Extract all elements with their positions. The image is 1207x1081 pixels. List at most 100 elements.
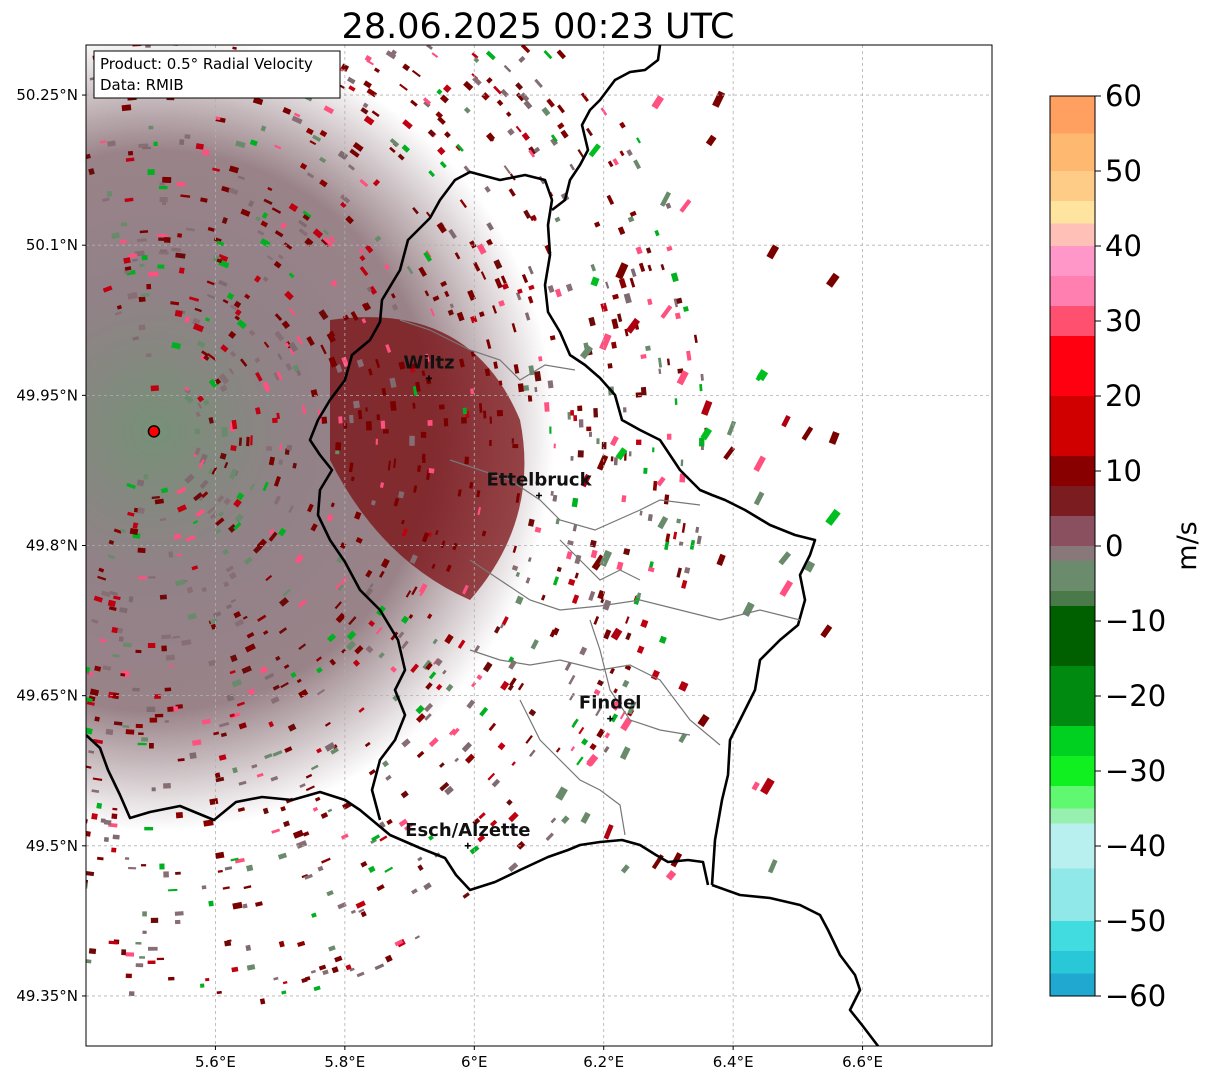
radar-gate (215, 851, 225, 859)
radar-gate (586, 753, 599, 767)
radar-gate (484, 368, 491, 377)
city-marker (425, 375, 432, 382)
radar-gate (368, 285, 378, 295)
radar-gate (359, 178, 369, 188)
radar-gate (448, 228, 457, 240)
radar-gate (524, 312, 531, 321)
radar-gate (203, 354, 210, 361)
radar-gate (369, 583, 374, 588)
radar-gate (590, 263, 597, 272)
radar-gate (569, 163, 576, 171)
radar-gate (665, 202, 672, 210)
radar-gate (229, 350, 237, 358)
radar-gate (201, 718, 211, 725)
radar-gate (287, 723, 297, 732)
radar-gate (203, 819, 214, 827)
radar-gate (666, 358, 671, 366)
radar-gate (106, 190, 113, 197)
radar-gate (579, 344, 594, 360)
radar-gate (461, 741, 473, 753)
radar-gate (145, 12, 151, 17)
radar-gate (76, 886, 82, 890)
colorbar-bands (1050, 96, 1095, 997)
radar-gate (238, 437, 243, 446)
radar-gate (127, 150, 134, 156)
radar-gate (500, 680, 510, 691)
radar-gate (432, 638, 438, 645)
city-labels: Wiltz Ettelbruck Findel Esch/Alzette (403, 352, 641, 849)
radar-gate (267, 186, 273, 192)
radar-gate (627, 700, 637, 715)
radar-gate (28, 968, 34, 972)
radar-gate (555, 786, 568, 801)
radar-gate (418, 266, 427, 277)
radar-gate (321, 416, 328, 424)
radar-gate (137, 742, 147, 746)
radar-gate (265, 574, 273, 582)
radar-gate (2, 835, 9, 841)
radar-gate (380, 420, 386, 429)
radar-gate (528, 365, 535, 376)
radar-gate (508, 811, 519, 823)
colorbar-band (1050, 396, 1095, 457)
radar-gate (517, 383, 525, 393)
radar-gate (619, 121, 626, 129)
radar-gate (246, 632, 255, 639)
radar-gate (557, 122, 565, 130)
radar-gate (19, 890, 25, 894)
radar-gate (339, 576, 348, 587)
radar-gate (428, 468, 435, 474)
radar-gate (274, 330, 285, 342)
radar-gate (189, 752, 197, 759)
radar-gate (695, 526, 700, 533)
radar-gate (176, 486, 187, 495)
radar-gate (99, 638, 107, 643)
radar-gate (452, 542, 458, 551)
radar-gate (88, 750, 95, 754)
radar-gate (197, 495, 204, 502)
radar-gate (168, 551, 174, 558)
radar-gate (417, 465, 422, 473)
radar-gate (499, 623, 505, 629)
radar-gate (111, 626, 118, 634)
lat-tick-label: 49.95°N (16, 386, 78, 404)
radar-gate (699, 383, 703, 392)
radar-gate (421, 453, 426, 460)
radar-gate (471, 681, 477, 688)
radar-gate (120, 528, 126, 534)
colorbar-band (1050, 133, 1095, 172)
radar-gate (148, 946, 158, 951)
radar-gate (128, 866, 137, 870)
radar-gate (174, 911, 184, 916)
radar-gate (360, 910, 367, 918)
radar-gate (358, 248, 365, 255)
radar-gate (360, 861, 368, 868)
radar-gate (2, 13, 8, 18)
radar-gate (125, 157, 135, 162)
radar-gate (501, 616, 509, 626)
radar-gate (230, 304, 238, 311)
radar-gate (401, 144, 411, 153)
radar-gate (397, 631, 405, 639)
radar-gate (472, 76, 482, 86)
radar-gate (288, 308, 296, 316)
radar-gate (86, 700, 95, 706)
radar-gate (429, 308, 435, 317)
radar-gate (98, 6, 107, 10)
radar-gate (91, 618, 99, 624)
radar-gate (301, 873, 309, 879)
radar-gate (49, 898, 57, 903)
colorbar-tick-label: 30 (1105, 304, 1142, 338)
radar-gate (375, 438, 378, 445)
map-panel: Wiltz Ettelbruck Findel Esch/Alzette Produc… (2, 6, 993, 1047)
radar-gate (399, 361, 405, 368)
radar-gate (603, 745, 610, 753)
radar-gate (101, 197, 110, 202)
radar-gate (820, 624, 833, 639)
radar-gate (416, 750, 425, 759)
colorbar-band (1050, 223, 1095, 247)
radar-gate (523, 209, 532, 220)
longitude-tick-labels: 5.6°E 5.8°E 6°E 6.2°E 6.4°E 6.6°E (195, 1046, 883, 1071)
radar-gate (54, 802, 65, 810)
radar-gate (77, 969, 84, 973)
